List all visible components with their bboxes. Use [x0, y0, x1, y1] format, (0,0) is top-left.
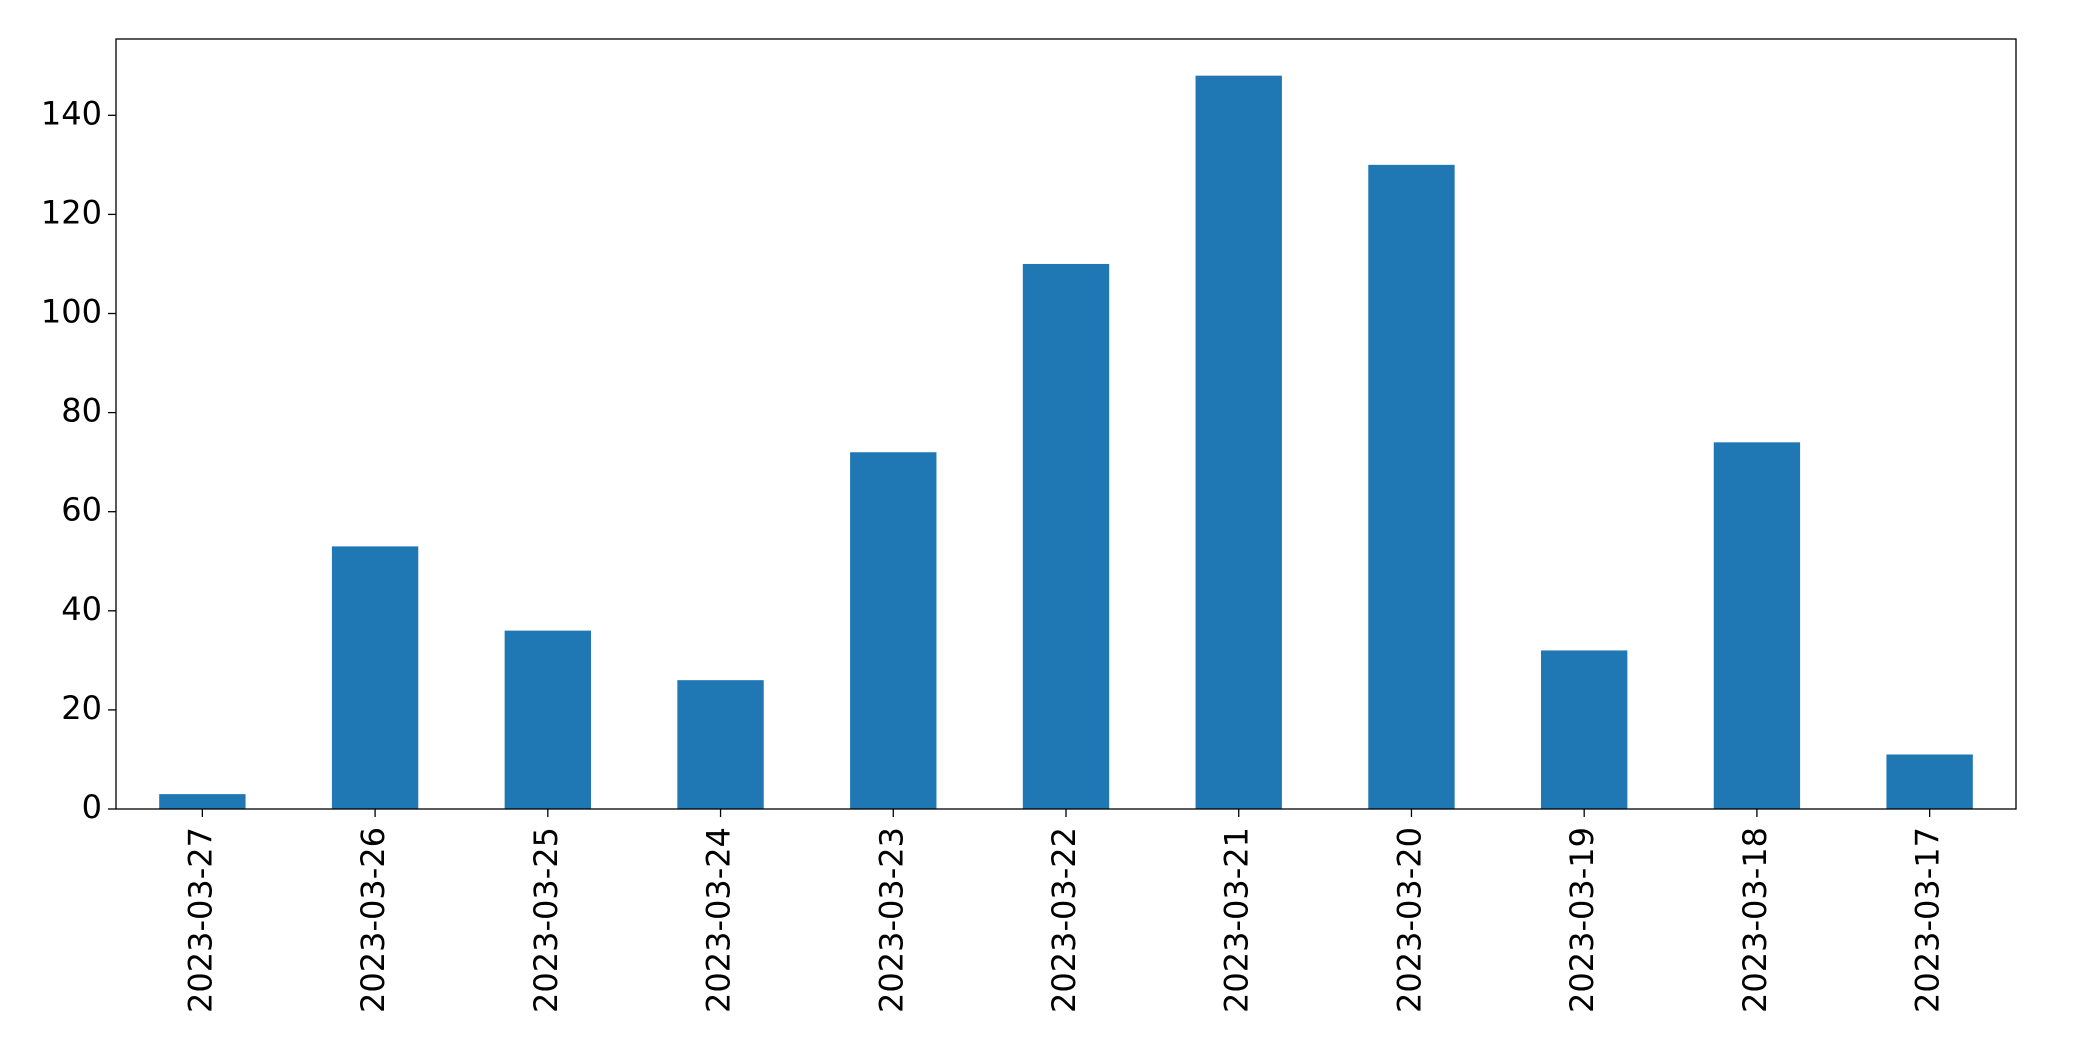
bar: [1541, 650, 1628, 809]
x-tick-label: 2023-03-19: [1563, 827, 1601, 1013]
y-tick-label: 60: [61, 491, 102, 529]
y-tick-label: 100: [41, 293, 102, 331]
plot-frame: [115, 38, 2017, 810]
bar: [159, 794, 246, 809]
x-tick-label: 2023-03-27: [181, 827, 219, 1013]
bar: [1022, 263, 1110, 809]
x-tick-label: 2023-03-26: [354, 827, 392, 1013]
x-tick-label: 2023-03-17: [1909, 827, 1947, 1013]
x-tick-label: 2023-03-23: [872, 827, 910, 1013]
bar: [677, 680, 764, 809]
y-tick-label: 20: [61, 689, 102, 727]
bar: [850, 452, 937, 809]
y-tick-label: 120: [41, 193, 102, 231]
x-tick-label: 2023-03-22: [1045, 827, 1083, 1013]
bar: [504, 630, 591, 809]
bar: [1368, 164, 1455, 810]
bar: [1886, 754, 1973, 809]
x-tick-label: 2023-03-20: [1390, 827, 1428, 1013]
x-tick-label: 2023-03-21: [1218, 827, 1256, 1013]
x-tick-label: 2023-03-24: [700, 827, 738, 1013]
bar: [1713, 442, 1801, 809]
x-tick-label: 2023-03-18: [1736, 827, 1774, 1013]
bar: [1195, 75, 1282, 809]
bar: [331, 546, 419, 809]
y-tick-label: 140: [41, 94, 102, 132]
y-tick-label: 80: [61, 392, 102, 430]
y-tick-label: 0: [82, 788, 102, 826]
x-tick-label: 2023-03-25: [527, 827, 565, 1013]
y-tick-label: 40: [61, 590, 102, 628]
